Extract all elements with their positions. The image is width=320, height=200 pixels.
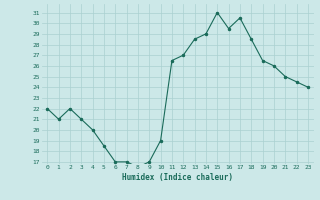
X-axis label: Humidex (Indice chaleur): Humidex (Indice chaleur) [122, 173, 233, 182]
